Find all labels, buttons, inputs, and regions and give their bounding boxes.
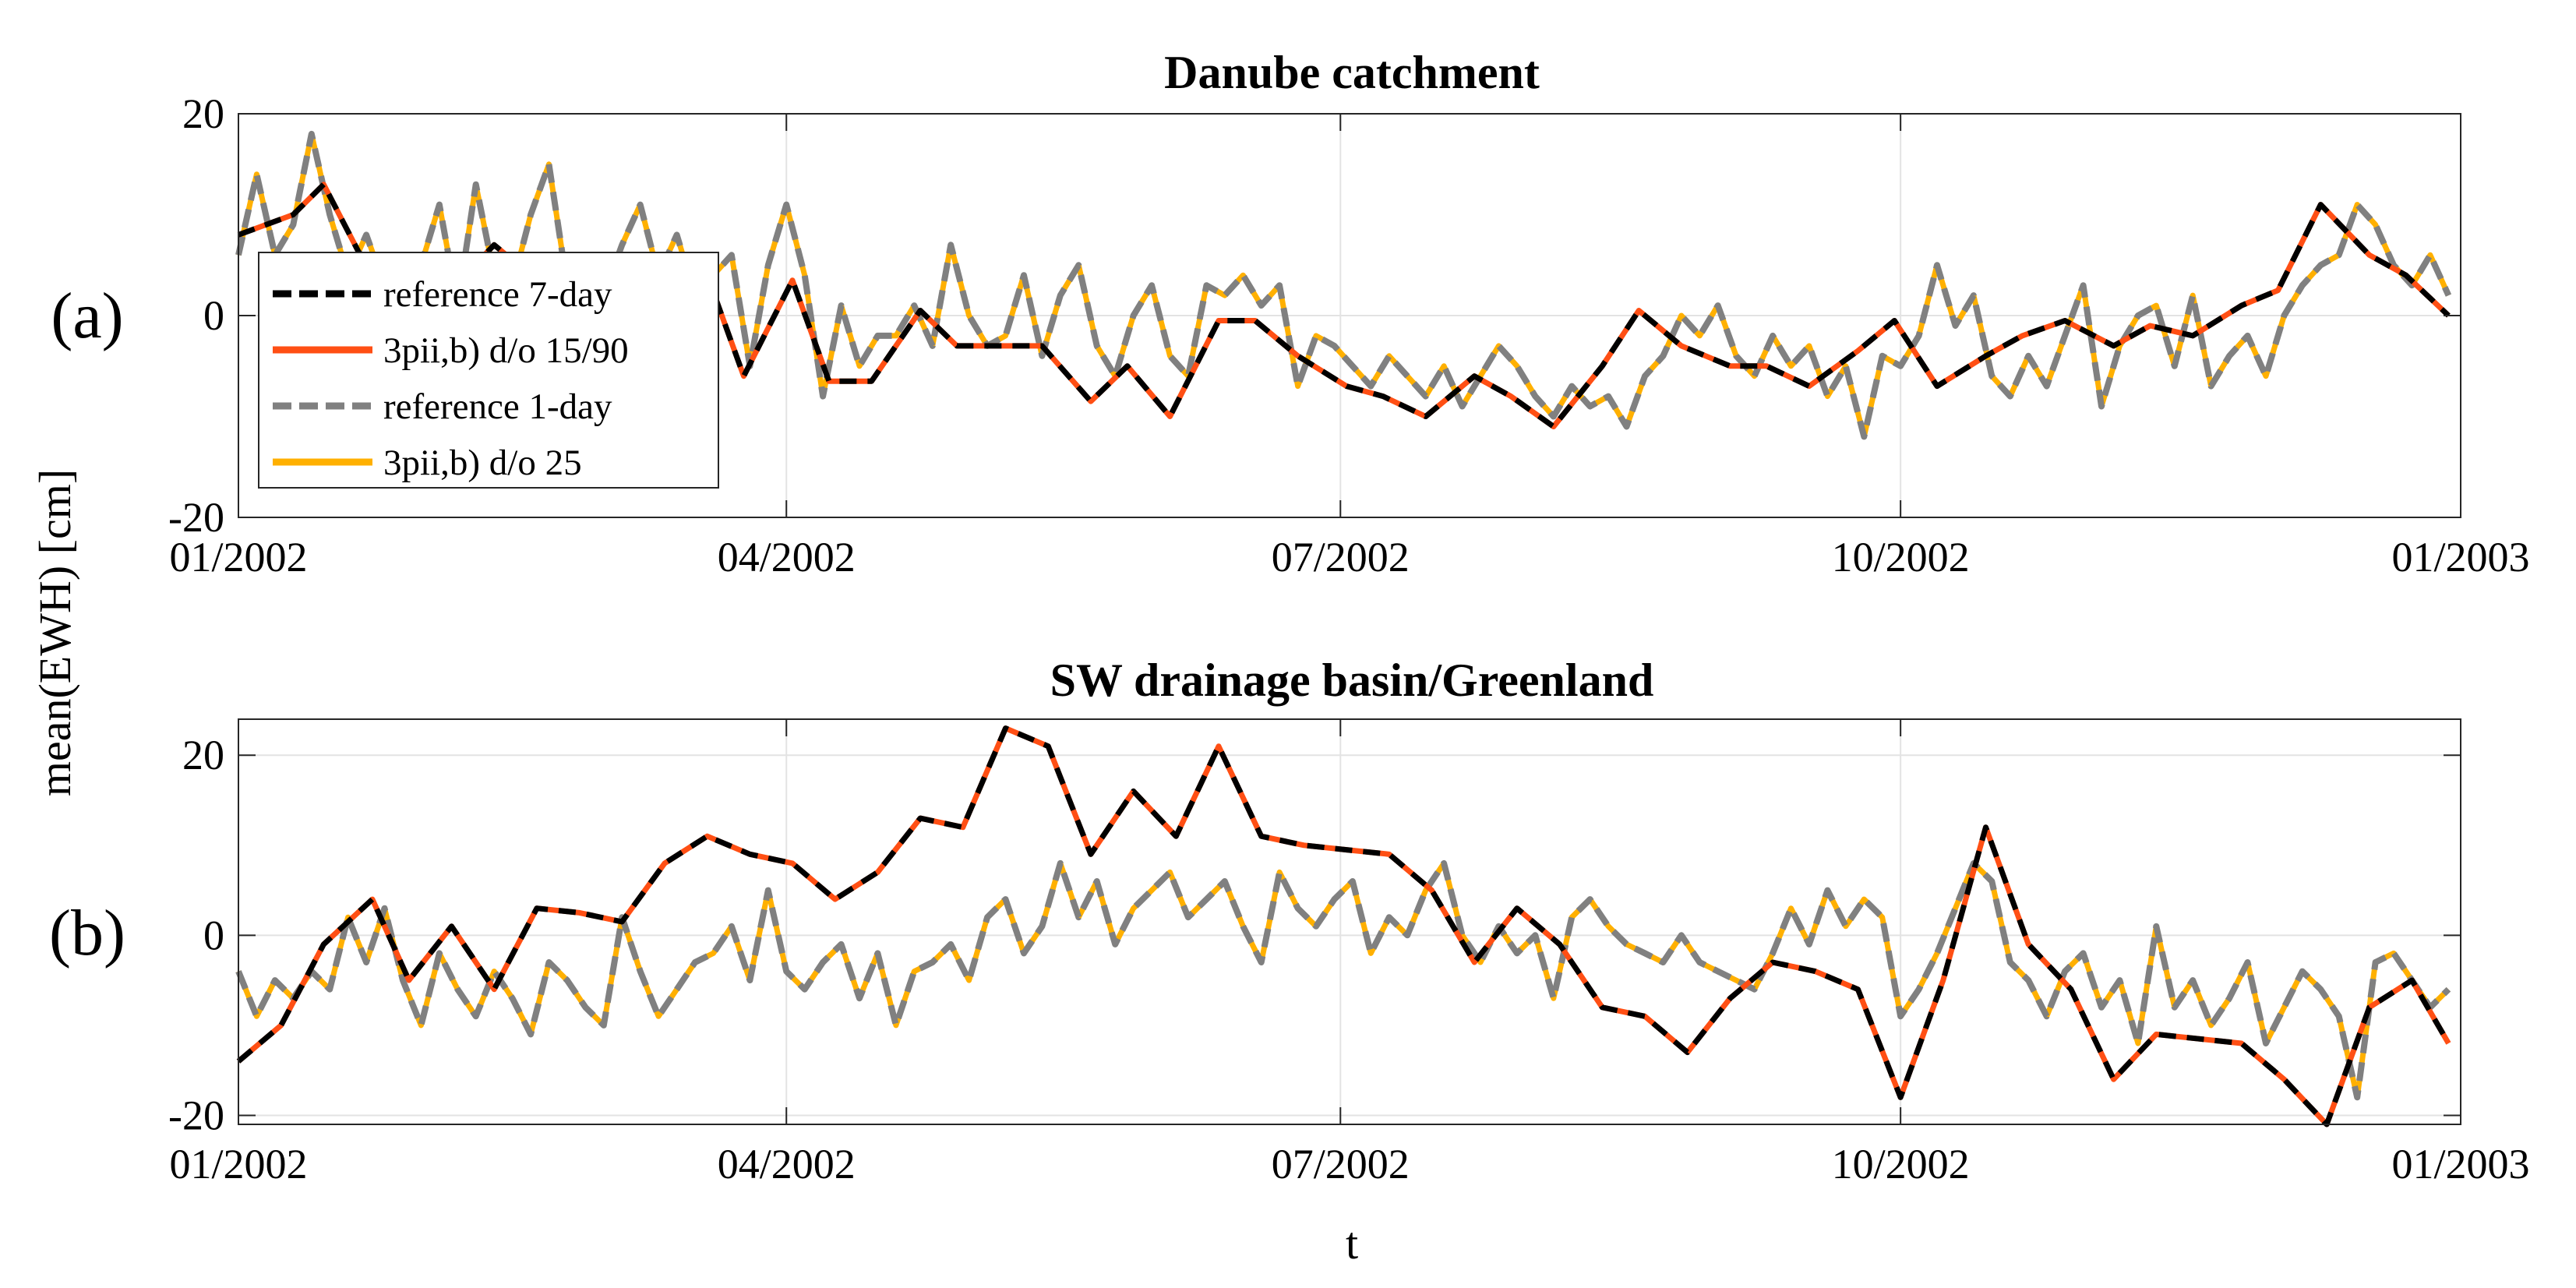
y-axis-label: mean(EWH) [cm] <box>30 469 80 796</box>
x-tick-label: 04/2002 <box>718 534 856 580</box>
chart-b-title: SW drainage basin/Greenland <box>1050 655 1654 706</box>
y-tick-label: -20 <box>168 494 224 541</box>
chart-b-panel-label: (b) <box>49 897 125 969</box>
x-tick-label: 07/2002 <box>1272 534 1410 580</box>
y-tick-label: 20 <box>182 732 224 778</box>
chart-a-ticks: 01/2002 04/2002 07/2002 10/2002 01/2003 -20 0 2… <box>168 90 2529 580</box>
legend-label-reference-7-day: reference 7-day <box>383 274 612 315</box>
chart-b-ticks: 01/2002 04/2002 07/2002 10/2002 01/2003 -20 0 2… <box>168 719 2530 1187</box>
legend-label-d-o-15-90: 3pii,b) d/o 15/90 <box>383 330 629 371</box>
panel-b-chart: SW drainage basin/Greenland (b) 01/2002 0… <box>49 655 2529 1187</box>
y-tick-label: -20 <box>168 1092 224 1138</box>
legend-label-reference-1-day: reference 1-day <box>383 386 612 427</box>
x-tick-label: 01/2002 <box>169 1141 307 1187</box>
series-reference-7-day-line <box>236 725 2451 1127</box>
x-tick-label: 10/2002 <box>1832 534 1970 580</box>
x-tick-label: 01/2003 <box>2391 534 2529 580</box>
y-tick-label: 0 <box>203 912 224 958</box>
y-tick-label: 20 <box>182 90 224 137</box>
x-tick-label: 01/2003 <box>2391 1141 2529 1187</box>
x-tick-label: 04/2002 <box>718 1141 856 1187</box>
x-tick-label: 01/2002 <box>169 534 307 580</box>
panel-a-chart: Danube catchment (a) 01/2002 04/2002 07/20… <box>51 47 2529 580</box>
legend-label-d-o-25: 3pii,b) d/o 25 <box>383 443 582 483</box>
chart-b-series-group <box>235 725 2451 1127</box>
chart-a-panel-label: (a) <box>51 280 123 352</box>
x-tick-label: 07/2002 <box>1272 1141 1410 1187</box>
chart-b-grid <box>238 719 2461 1124</box>
y-tick-label: 0 <box>203 292 224 339</box>
series-reference-7-day-line <box>237 182 2451 429</box>
chart-a-title: Danube catchment <box>1164 47 1540 98</box>
x-axis-label: t <box>1346 1218 1358 1269</box>
series-reference-1-day-line <box>235 859 2451 1101</box>
x-tick-label: 10/2002 <box>1832 1141 1970 1187</box>
legend: reference 7-day 3pii,b) d/o 15/90 refere… <box>258 252 719 489</box>
chart-b-axes-frame <box>238 718 2461 1125</box>
